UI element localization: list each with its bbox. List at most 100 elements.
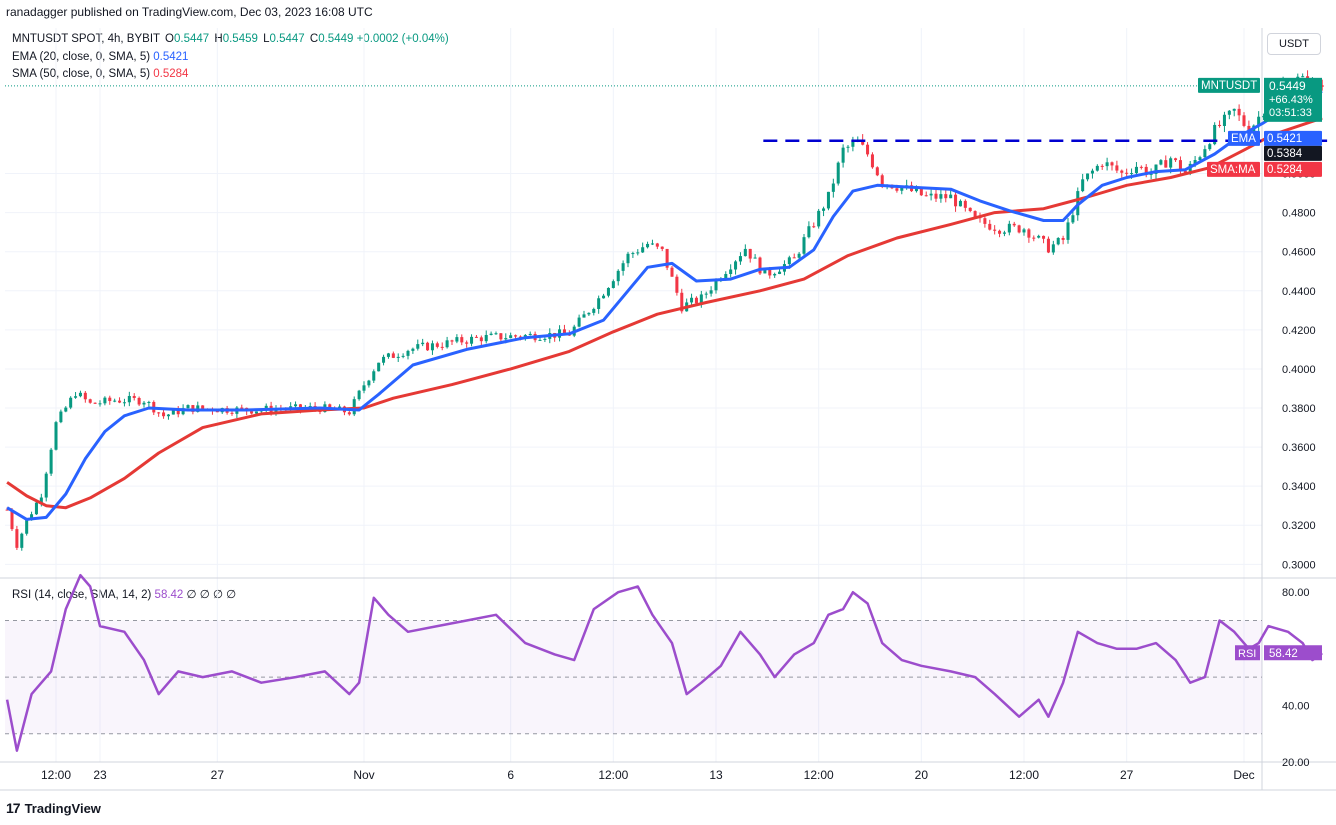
candle-body	[773, 273, 777, 276]
candle-body	[494, 333, 498, 335]
candle-body	[690, 297, 694, 303]
ema-tag-label-bg	[1228, 130, 1260, 146]
symbol-change-tag: +66.43%	[1269, 94, 1313, 106]
candle-body	[1037, 235, 1041, 238]
candle-body	[944, 194, 948, 199]
candle-body	[34, 502, 38, 515]
candle-body	[1032, 237, 1036, 239]
candle-body	[758, 257, 762, 274]
sma-legend: SMA (50, close, 0, SMA, 5) 0.5284	[12, 68, 188, 80]
candle-body	[650, 243, 654, 245]
candle-body	[1193, 160, 1197, 164]
ema-secondary-tag-value-bg	[1264, 145, 1322, 161]
candle-body	[1139, 166, 1143, 168]
candle-body	[734, 261, 738, 270]
candle-body	[919, 188, 923, 196]
candle-body	[118, 400, 122, 403]
candle-body	[880, 175, 884, 186]
candle-body	[963, 200, 967, 208]
candle-body	[191, 405, 195, 412]
close-value: 0.5449	[318, 33, 354, 45]
candle-body	[1237, 108, 1241, 116]
candle-body	[1232, 108, 1236, 111]
candle-body	[1130, 173, 1134, 175]
candle-body	[1095, 165, 1099, 171]
open-label: O	[165, 33, 174, 45]
candle-body	[1144, 166, 1148, 175]
candle-body	[430, 343, 434, 351]
candle-body	[176, 409, 180, 415]
candle-body	[1100, 165, 1104, 167]
candle-body	[5, 509, 9, 511]
candle-body	[1183, 170, 1187, 174]
low-label: L	[263, 33, 270, 45]
candle-body	[401, 355, 405, 357]
price-tick-label: 0.3000	[1282, 559, 1316, 571]
rsi-legend-value: 58.42	[154, 589, 184, 601]
tradingview-branding: 17 TradingView	[6, 800, 101, 816]
candle-body	[435, 343, 439, 347]
rsi-tag-label-bg	[1235, 645, 1260, 661]
candle-body	[465, 342, 469, 344]
sma-tag-label-bg	[1207, 161, 1260, 177]
candle-body	[1301, 76, 1305, 78]
candle-body	[753, 257, 757, 259]
candle-body	[616, 270, 620, 282]
currency-unit-button[interactable]: USDT	[1267, 33, 1321, 55]
candle-body	[797, 253, 801, 258]
symbol-countdown-tag: 03:51:33	[1269, 107, 1312, 119]
candle-body	[592, 308, 596, 313]
change-value: +0.0002 (+0.04%)	[356, 33, 449, 45]
candle-body	[489, 333, 493, 335]
candle-body	[347, 412, 351, 415]
candle-body	[631, 253, 635, 255]
close-label: C	[309, 33, 319, 45]
candle-body	[1208, 144, 1212, 150]
rsi-tag-value-bg	[1264, 645, 1322, 661]
rsi-tick-label: 80.00	[1282, 587, 1310, 599]
candle-body	[802, 237, 806, 254]
candle-body	[504, 338, 508, 340]
candle-body	[352, 399, 356, 415]
candle-body	[792, 257, 796, 259]
candle-body	[1252, 125, 1256, 136]
candle-body	[396, 356, 400, 358]
candle-body	[411, 348, 415, 351]
candle-body	[377, 362, 381, 372]
candle-body	[137, 397, 141, 405]
symbol-label: MNTUSDT SPOT, 4h, BYBIT	[12, 33, 160, 45]
candle-body	[298, 404, 302, 410]
sma-legend-label: SMA (50, close, 0, SMA, 5)	[12, 68, 151, 80]
candle-body	[655, 243, 659, 247]
candle-body	[670, 267, 674, 277]
candle-body	[1120, 170, 1124, 173]
ema-legend-value: 0.5421	[153, 51, 189, 63]
candle-body	[514, 335, 518, 337]
low-value: 0.5447	[269, 33, 305, 45]
candle-body	[147, 401, 151, 403]
candle-body	[822, 208, 826, 211]
candle-body	[386, 353, 390, 357]
candle-body	[680, 292, 684, 312]
candle-body	[440, 346, 444, 348]
ema-legend: EMA (20, close, 0, SMA, 5) 0.5421	[12, 51, 188, 63]
candle-body	[1262, 116, 1266, 118]
candle-body	[831, 183, 835, 192]
candle-body	[484, 334, 488, 342]
price-tick-label: 0.4800	[1282, 208, 1316, 220]
candle-body	[25, 520, 29, 534]
symbol-tag-label-bg	[1198, 77, 1260, 93]
candle-body	[93, 402, 97, 404]
publisher-line: ranadagger published on TradingView.com,…	[6, 5, 373, 19]
candle-body	[866, 144, 870, 155]
candle-body	[1066, 222, 1070, 240]
candle-body	[499, 333, 503, 340]
candle-body	[421, 342, 425, 345]
candle-body	[20, 533, 24, 548]
candle-body	[895, 188, 899, 191]
candle-body	[983, 218, 987, 224]
ema-tag-label: EMA	[1231, 133, 1256, 145]
rsi-legend-label: RSI (14, close, SMA, 14, 2)	[12, 589, 152, 601]
candle-body	[954, 194, 958, 207]
